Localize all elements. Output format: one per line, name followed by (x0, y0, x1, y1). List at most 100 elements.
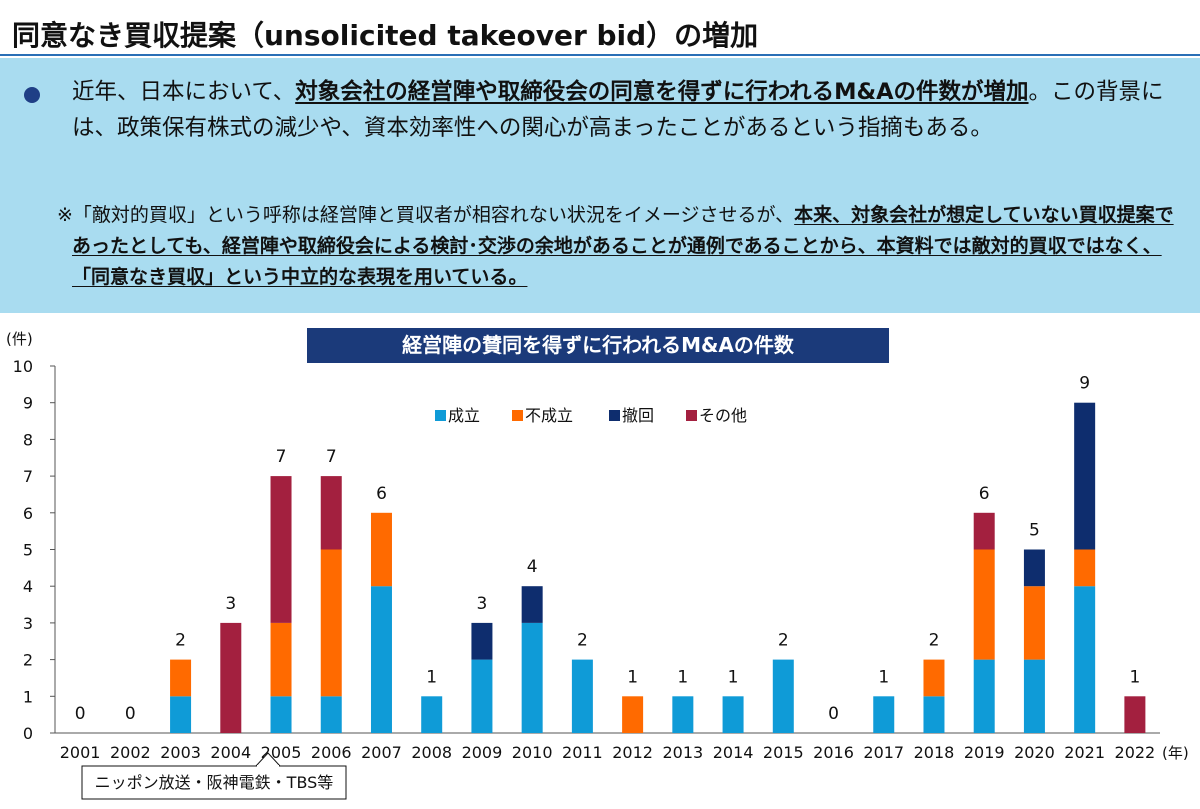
total-label-2006: 7 (326, 447, 337, 467)
y-tick-label: 3 (23, 614, 33, 633)
bullet-paragraph: 近年、日本において、対象会社の経営陣や取締役会の同意を得ずに行われるM&Aの件数… (72, 74, 1177, 146)
total-label-2003: 2 (175, 631, 186, 651)
x-tick-label-2019: 2019 (964, 743, 1005, 762)
x-tick-label-2011: 2011 (562, 743, 603, 762)
data-labels: 0 0 2 3 7 7 6 1 3 4 2 1 1 1 2 0 1 2 6 5 9 1 (75, 374, 1141, 724)
total-label-2016: 0 (828, 704, 839, 724)
bar-segment-2004-その他 (220, 622, 242, 733)
legend-label-成立: 成立 (448, 406, 480, 425)
bar-segment-2019-その他 (973, 512, 995, 550)
x-tick-label-2017: 2017 (863, 743, 904, 762)
bar-segment-2011-成立 (571, 659, 593, 733)
bar-segment-2021-不成立 (1074, 549, 1096, 587)
total-label-2013: 1 (677, 667, 688, 687)
y-tick-label: 0 (23, 724, 33, 743)
chart-title: 経営陣の賛同を得ずに行われるM&Aの件数 (402, 333, 795, 357)
note-text-post: 。 (508, 266, 528, 288)
bar-segment-2005-成立 (270, 696, 292, 733)
annotation-callout: ニッポン放送・阪神電鉄・TBS等 (81, 752, 347, 800)
x-tick-label-2009: 2009 (462, 743, 503, 762)
legend-swatch-撤回 (609, 410, 620, 421)
y-tick-label: 1 (23, 687, 33, 706)
total-label-2010: 4 (527, 557, 538, 577)
total-label-2020: 5 (1029, 521, 1040, 541)
bar-segment-2012-不成立 (622, 696, 644, 733)
bar-segment-2007-成立 (370, 586, 392, 733)
x-tick-label-2007: 2007 (361, 743, 402, 762)
bar-segment-2006-成立 (320, 696, 342, 733)
bar-segment-2010-撤回 (521, 586, 543, 623)
legend: 成立 不成立 撤回 その他 (435, 406, 747, 425)
x-tick-label-2020: 2020 (1014, 743, 1055, 762)
total-label-2011: 2 (577, 631, 588, 651)
y-tick-label: 2 (23, 651, 33, 670)
bar-segment-2019-不成立 (973, 549, 995, 660)
total-label-2001: 0 (75, 704, 86, 724)
legend-label-その他: その他 (699, 406, 747, 425)
bar-segment-2006-その他 (320, 476, 342, 550)
bar-segment-2009-撤回 (471, 622, 493, 660)
bar-segment-2020-撤回 (1023, 549, 1045, 587)
y-tick-label: 5 (23, 541, 33, 560)
y-tick-label: 8 (23, 430, 33, 449)
legend-label-撤回: 撤回 (622, 406, 654, 425)
bars (170, 402, 1146, 733)
legend-swatch-成立 (435, 410, 446, 421)
y-tick-label: 7 (23, 467, 33, 486)
total-label-2022: 1 (1129, 667, 1140, 687)
x-tick-label-2015: 2015 (763, 743, 804, 762)
x-tick-label-2014: 2014 (713, 743, 754, 762)
y-tick-label: 4 (23, 577, 33, 596)
bar-segment-2003-不成立 (170, 659, 192, 697)
total-label-2015: 2 (778, 631, 789, 651)
x-tick-label-2004: 2004 (210, 743, 251, 762)
y-tick-label: 10 (13, 357, 33, 376)
x-tick-label-2021: 2021 (1064, 743, 1105, 762)
note-paragraph: ※「敵対的買収」という呼称は経営陣と買収者が相容れない状況をイメージさせるが、本… (57, 200, 1177, 293)
bar-segment-2010-成立 (521, 622, 543, 733)
y-tick-label: 6 (23, 504, 33, 523)
x-tick-label-2013: 2013 (662, 743, 703, 762)
bar-segment-2015-成立 (772, 659, 794, 733)
bullet-text-emphasis: 対象会社の経営陣や取締役会の同意を得ずに行われるM&Aの件数が増加 (295, 79, 1029, 105)
bar-segment-2020-不成立 (1023, 586, 1045, 660)
total-label-2019: 6 (979, 484, 990, 504)
bullet-text-post: 。この背景には、政策保有株式の減少や、資本効率性への関心が高まったことがあるとい… (72, 79, 1164, 141)
bar-segment-2008-成立 (421, 696, 443, 733)
bar-segment-2022-その他 (1124, 696, 1146, 733)
total-label-2004: 3 (225, 594, 236, 614)
x-tick-label-2001: 2001 (60, 743, 101, 762)
bullet-text-pre: 近年、日本において、 (72, 79, 296, 105)
bullet-icon (24, 87, 40, 103)
total-label-2008: 1 (426, 667, 437, 687)
total-label-2009: 3 (477, 594, 488, 614)
y-axis: 0 1 2 3 4 5 6 7 8 9 10 (13, 357, 55, 743)
bar-segment-2003-成立 (170, 696, 192, 733)
x-axis-unit: (年) (1162, 744, 1189, 762)
info-box (0, 58, 1200, 313)
x-tick-label-2022: 2022 (1115, 743, 1156, 762)
chart: 経営陣の賛同を得ずに行われるM&Aの件数 (件) (年) 0 1 2 3 4 5 6 7 8 9 1… (6, 328, 1189, 800)
x-axis: 2001 2002 2003 2004 2005 2006 2007 2008 2009 2010… (60, 743, 1155, 762)
bar-segment-2007-不成立 (370, 512, 392, 587)
chart-title-bar (307, 328, 889, 363)
bar-segment-2018-成立 (923, 696, 945, 733)
bar-segment-2005-その他 (270, 476, 292, 623)
callout-box (81, 765, 347, 800)
y-tick-label: 9 (23, 394, 33, 413)
total-label-2014: 1 (728, 667, 739, 687)
y-axis-unit: (件) (6, 330, 33, 348)
page-title: 同意なき買収提案（unsolicited takeover bid）の増加 (12, 19, 759, 52)
x-tick-label-2006: 2006 (311, 743, 352, 762)
bar-segment-2006-不成立 (320, 549, 342, 697)
bar-segment-2021-成立 (1074, 586, 1096, 733)
bar-segment-2013-成立 (672, 696, 694, 733)
x-tick-label-2016: 2016 (813, 743, 854, 762)
bar-segment-2017-成立 (873, 696, 895, 733)
bar-segment-2014-成立 (722, 696, 744, 733)
legend-label-不成立: 不成立 (525, 406, 573, 425)
bar-segment-2009-成立 (471, 659, 493, 733)
bar-segment-2019-成立 (973, 659, 995, 733)
bar-segment-2018-不成立 (923, 659, 945, 697)
bar-segment-2005-不成立 (270, 622, 292, 697)
